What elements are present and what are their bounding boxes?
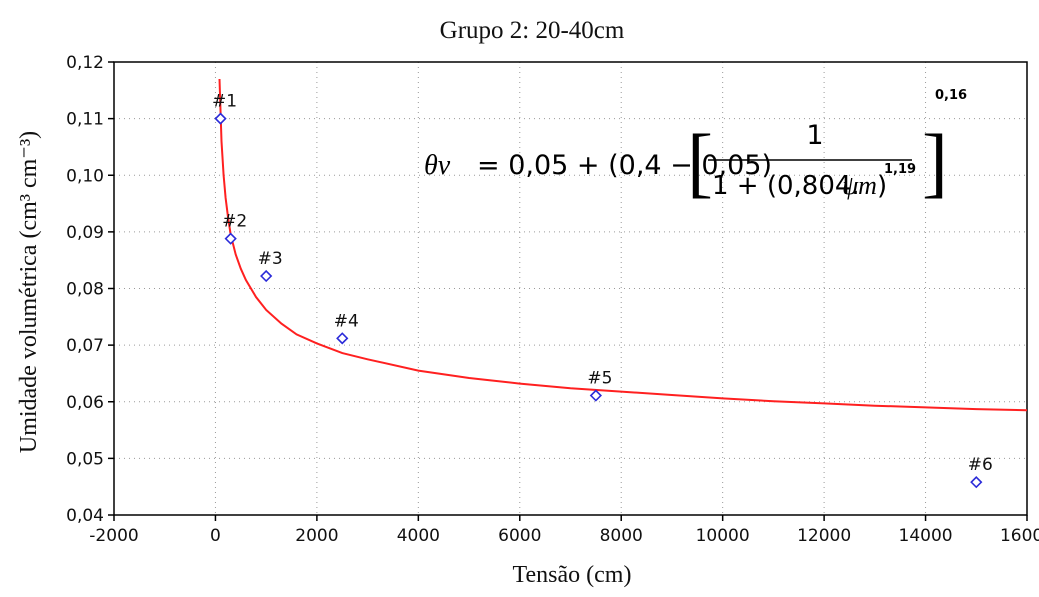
x-tick-label: 12000 — [797, 526, 851, 546]
data-point-marker — [970, 476, 983, 489]
data-point-label: #5 — [587, 369, 612, 389]
x-tick-label: 2000 — [295, 526, 338, 546]
y-tick-label: 0,08 — [66, 280, 104, 300]
data-point-label: #4 — [334, 311, 359, 331]
data-point-marker — [224, 232, 237, 245]
data-point-marker — [336, 332, 349, 345]
equation: θv = 0,05 + (0,4 − 0,05) [ ] 1 1 + (0,80… — [424, 88, 967, 205]
data-points: #1 #2 #3 #4 #5 #6 — [212, 92, 993, 489]
x-axis-label: Tensão (cm) — [513, 562, 632, 588]
x-tick-label: 10000 — [696, 526, 750, 546]
y-tick-label: 0,09 — [66, 223, 104, 243]
equation-denominator-prefix: 1 + (0,804. — [712, 171, 860, 201]
fitted-curve — [218, 78, 1028, 412]
data-point-marker — [214, 112, 227, 125]
x-tick-label: 0 — [210, 526, 221, 546]
equation-main: = 0,05 + (0,4 − 0,05) — [477, 150, 772, 181]
equation-numerator: 1 — [806, 120, 823, 151]
data-point-marker — [260, 269, 273, 283]
data-point-marker — [589, 389, 602, 402]
bracket-right: ] — [922, 118, 948, 205]
y-tick-label: 0,04 — [66, 506, 104, 526]
data-point-label: #1 — [212, 92, 237, 112]
chart-title: Grupo 2: 20-40cm — [440, 17, 625, 44]
equation-outer-exp: 0,16 — [935, 88, 967, 103]
x-tick-label: 14000 — [899, 526, 953, 546]
bracket-left: [ — [687, 118, 713, 205]
y-tick-label: 0,07 — [66, 336, 104, 356]
grid-lines — [114, 62, 1027, 515]
data-point-label: #6 — [968, 455, 993, 475]
y-tick-label: 0,06 — [66, 393, 104, 413]
x-tick-label: 8000 — [600, 526, 643, 546]
y-axis-label: Umidade volumétrica (cm³ cm⁻³) — [16, 131, 42, 453]
x-tick-label: -2000 — [89, 526, 138, 546]
equation-denominator-exp: 1,19 — [884, 162, 916, 177]
y-tick-label: 0,12 — [66, 53, 104, 73]
x-tick-label: 4000 — [397, 526, 440, 546]
y-axis-ticks: 0,04 0,05 0,06 0,07 0,08 0,09 0,10 0,11 0,12 — [66, 53, 114, 526]
y-tick-label: 0,05 — [66, 449, 104, 469]
y-tick-label: 0,11 — [66, 110, 104, 130]
y-tick-label: 0,10 — [66, 166, 104, 186]
equation-psi: ψm — [842, 171, 877, 200]
x-axis-ticks: -2000 0 2000 4000 6000 8000 10000 12000 14000 160… — [89, 515, 1039, 546]
data-point-label: #2 — [222, 212, 247, 232]
equation-denominator-close: ) — [877, 171, 887, 201]
x-tick-label: 6000 — [498, 526, 541, 546]
equation-lhs: θv — [424, 150, 451, 181]
data-point-label: #3 — [258, 249, 283, 269]
